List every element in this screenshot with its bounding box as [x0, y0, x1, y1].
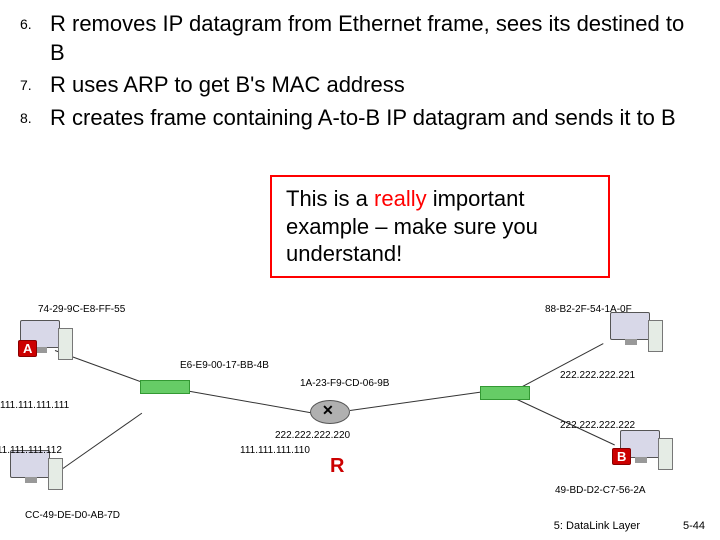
- node-label-b: B: [612, 448, 631, 465]
- computer-c: [10, 450, 65, 498]
- mac-b: 49-BD-D2-C7-56-2A: [555, 485, 646, 496]
- bullet-text: R creates frame containing A-to-B IP dat…: [50, 105, 676, 130]
- computer-d: [610, 312, 665, 360]
- link-line: [350, 391, 489, 411]
- tower-icon: [648, 320, 663, 352]
- router-label: R: [330, 455, 344, 478]
- callout-box: This is a really important example – mak…: [270, 175, 610, 278]
- bullet-num: 6.: [20, 15, 32, 33]
- link-line: [60, 413, 142, 471]
- bullet-num: 7.: [20, 76, 32, 94]
- ip-b: 222.222.222.222: [560, 420, 635, 431]
- ip-r-right: 222.222.222.220: [275, 430, 350, 441]
- bullet-6: 6. R removes IP datagram from Ethernet f…: [50, 10, 700, 67]
- monitor-icon: [610, 312, 650, 340]
- bullet-7: 7. R uses ARP to get B's MAC address: [50, 71, 700, 100]
- mac-c: CC-49-DE-D0-AB-7D: [25, 510, 120, 521]
- ip-r-left: 111.111.111.110: [240, 445, 310, 456]
- link-line: [185, 390, 313, 414]
- tower-icon: [658, 438, 673, 470]
- bullet-num: 8.: [20, 109, 32, 127]
- slide-number: 5-44: [683, 520, 705, 532]
- hub-right: [480, 386, 530, 400]
- ip-c: 111.111.111.112: [0, 445, 62, 456]
- tower-icon: [58, 328, 73, 360]
- callout-text: This is a really important example – mak…: [286, 186, 538, 266]
- tower-icon: [48, 458, 63, 490]
- bullet-8: 8. R creates frame containing A-to-B IP …: [50, 104, 700, 133]
- bullet-text: R uses ARP to get B's MAC address: [50, 72, 405, 97]
- bullet-list: 6. R removes IP datagram from Ethernet f…: [0, 0, 720, 146]
- callout-pre: This is a: [286, 186, 374, 211]
- mac-r-left: E6-E9-00-17-BB-4B: [180, 360, 269, 371]
- hub-left: [140, 380, 190, 394]
- router-icon: [310, 400, 350, 424]
- node-label-a: A: [18, 340, 37, 357]
- mac-r-right: 1A-23-F9-CD-06-9B: [300, 378, 389, 389]
- footer-text: 5: DataLink Layer: [554, 520, 640, 532]
- ip-a: 111.111.111.111: [0, 400, 69, 411]
- footer-label: 5: DataLink Layer: [554, 520, 640, 532]
- network-diagram: A 74-29-9C-E8-FF-55 111.111.111.111 111.…: [0, 300, 720, 540]
- link-line: [515, 343, 604, 391]
- ip-d: 222.222.222.221: [560, 370, 635, 381]
- mac-d: 88-B2-2F-54-1A-0F: [545, 304, 632, 315]
- mac-a: 74-29-9C-E8-FF-55: [38, 304, 125, 315]
- bullet-text: R removes IP datagram from Ethernet fram…: [50, 11, 684, 65]
- callout-really: really: [374, 186, 427, 211]
